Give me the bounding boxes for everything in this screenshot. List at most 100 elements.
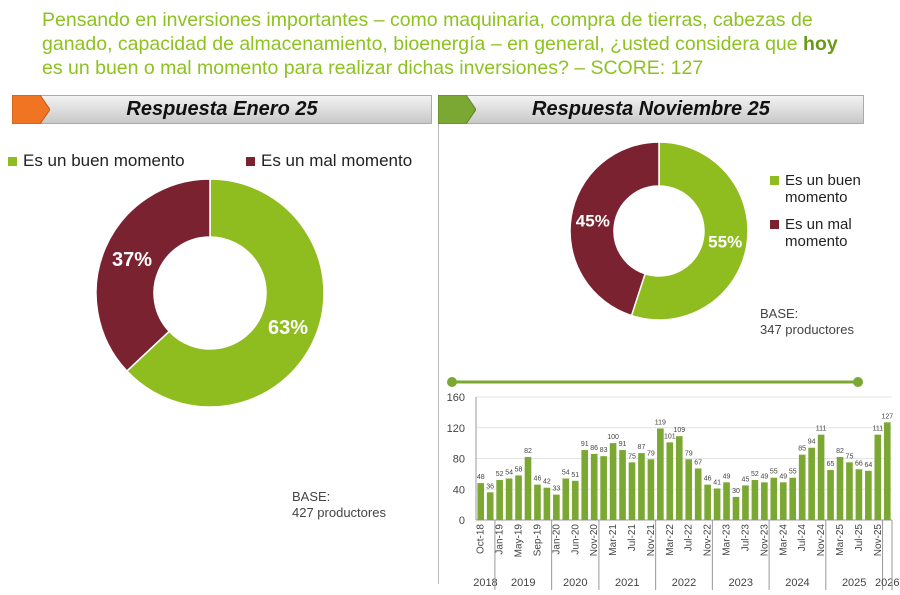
x-tick-label: Jul-24: [797, 524, 808, 552]
year-label: 2021: [615, 577, 639, 589]
bar: [581, 450, 589, 520]
legend-swatch: [8, 156, 17, 166]
question-title: Pensando en inversiones importantes – co…: [42, 8, 862, 80]
bar: [505, 478, 513, 520]
bar: [486, 492, 494, 520]
bar-value-label: 119: [655, 420, 666, 427]
bar: [808, 447, 815, 520]
bar-value-label: 86: [590, 445, 598, 452]
bar-value-label: 87: [638, 444, 646, 451]
x-tick-label: Nov-25: [873, 524, 884, 557]
base-value: 347 productores: [760, 322, 854, 337]
bar-value-label: 55: [770, 469, 778, 476]
data-label: 55%: [708, 232, 742, 251]
bar: [855, 469, 863, 520]
legend-good: Es un buen momento: [8, 151, 185, 171]
year-label: 2026: [875, 577, 899, 589]
bar-value-label: 85: [798, 446, 806, 453]
y-tick-label: 120: [447, 423, 465, 435]
bar-value-label: 127: [881, 413, 893, 420]
base-label: BASE:: [292, 489, 331, 504]
data-label: 63%: [268, 317, 308, 339]
x-tick-label: Nov-22: [703, 524, 714, 557]
bar-value-label: 91: [581, 441, 589, 448]
y-tick-label: 160: [447, 392, 465, 404]
bar: [761, 482, 768, 520]
data-label: 45%: [576, 211, 610, 230]
x-tick-label: Nov-20: [589, 524, 600, 557]
bar-value-label: 41: [713, 479, 721, 486]
bar-value-label: 75: [846, 453, 854, 460]
bar-value-label: 83: [600, 447, 608, 454]
bar-value-label: 82: [524, 448, 532, 455]
bar-value-label: 46: [704, 476, 712, 483]
bar-value-label: 54: [562, 469, 570, 476]
bar: [770, 477, 778, 520]
bar-value-label: 58: [515, 466, 523, 473]
year-label: 2023: [728, 577, 752, 589]
bar: [524, 456, 532, 520]
orange-arrow-icon: [12, 95, 50, 124]
year-label: 2022: [672, 577, 696, 589]
title-text: Pensando en inversiones importantes – co…: [42, 9, 813, 55]
bar: [619, 450, 626, 520]
bar: [562, 478, 570, 520]
year-label: 2018: [473, 577, 497, 589]
banner-noviembre: Respuesta Noviembre 25: [438, 95, 864, 124]
bar: [496, 480, 503, 520]
banner-label: Respuesta Noviembre 25: [532, 98, 770, 120]
year-label: 2020: [563, 577, 587, 589]
base-right: BASE: 347 productores: [760, 306, 854, 338]
bar: [553, 494, 560, 520]
donut-slice: [95, 178, 211, 373]
bar: [571, 480, 579, 520]
bar: [723, 482, 730, 520]
bar-value-label: 100: [607, 434, 619, 441]
legend-swatch: [246, 156, 255, 166]
x-tick-label: Jul-21: [627, 524, 638, 552]
x-tick-label: Mar-22: [665, 524, 676, 556]
y-tick-label: 0: [459, 515, 465, 527]
bar-value-label: 30: [732, 488, 740, 495]
timeline-dot: [853, 377, 863, 387]
bar: [534, 484, 541, 520]
year-label: 2025: [842, 577, 866, 589]
bar: [713, 488, 721, 520]
data-label: 37%: [112, 249, 152, 271]
bar: [543, 487, 551, 520]
bar: [657, 428, 664, 520]
bar: [865, 470, 872, 520]
bar-value-label: 82: [836, 448, 844, 455]
x-tick-label: Mar-23: [722, 524, 733, 556]
x-tick-label: Jul-22: [684, 524, 695, 552]
x-tick-label: Mar-25: [835, 524, 846, 556]
year-label: 2024: [785, 577, 809, 589]
legend-label: Es un buen momento: [23, 151, 185, 170]
bar: [628, 462, 636, 520]
bar-value-label: 67: [694, 459, 702, 466]
bar: [827, 470, 834, 520]
bar-value-label: 46: [534, 476, 542, 483]
bar: [638, 453, 645, 520]
legend-label: Es un mal momento: [261, 151, 413, 170]
banner-enero: Respuesta Enero 25: [12, 95, 432, 124]
legend-good-right: Es un buen momento: [770, 172, 880, 206]
bar-value-label: 111: [872, 426, 883, 433]
bar-value-label: 51: [571, 472, 579, 479]
bar-value-label: 75: [628, 453, 636, 460]
divider: [438, 124, 439, 584]
bar-value-label: 45: [742, 476, 750, 483]
base-label: BASE:: [760, 306, 799, 321]
bar-value-label: 91: [619, 441, 627, 448]
bar-value-label: 52: [751, 471, 759, 478]
legend-bad-right: Es un mal momento: [770, 216, 880, 250]
bar: [647, 459, 655, 520]
bar-value-label: 111: [816, 426, 827, 433]
title-text-end: es un buen o mal momento para realizar d…: [42, 57, 704, 79]
bar: [666, 442, 674, 520]
bar-value-label: 33: [552, 486, 560, 493]
x-tick-label: May-19: [514, 524, 525, 558]
bar: [477, 483, 485, 520]
bar: [779, 482, 787, 520]
bar-value-label: 101: [664, 433, 676, 440]
